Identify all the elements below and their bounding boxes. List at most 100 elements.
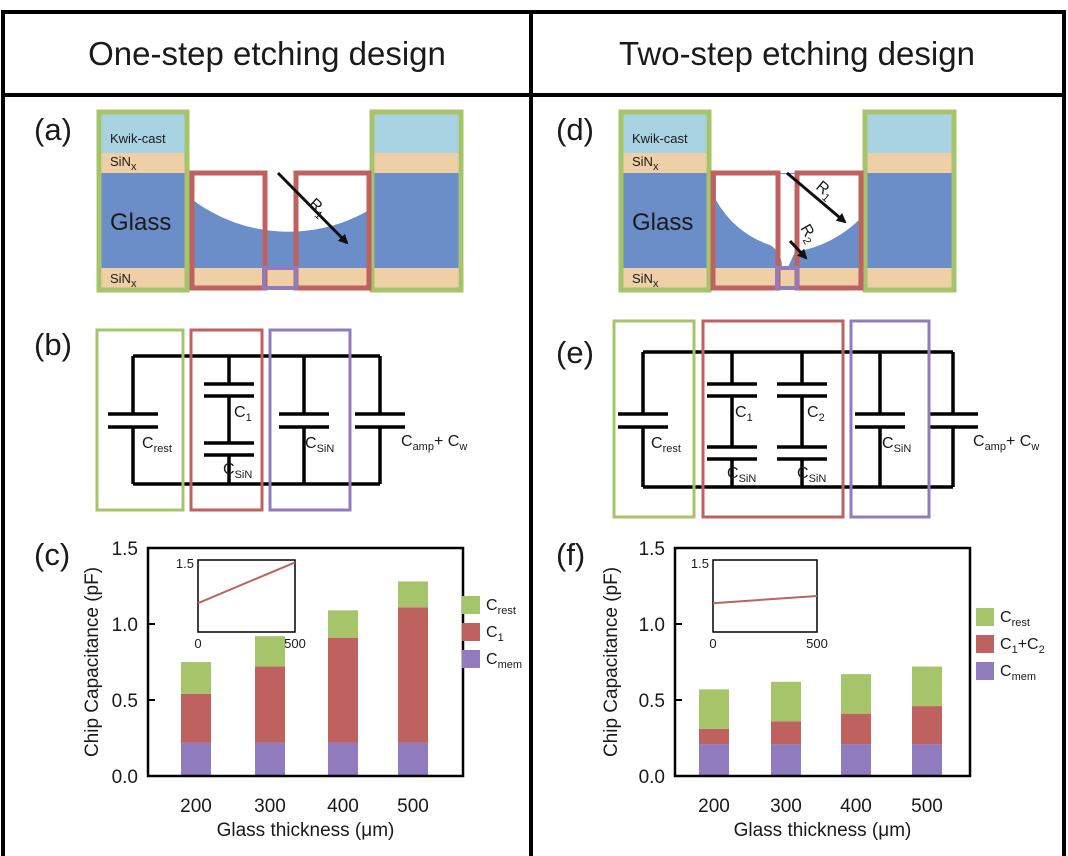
bar-segment xyxy=(181,742,211,776)
y-tick-label: 1.5 xyxy=(112,539,138,560)
radius-arrow-r1 xyxy=(786,171,847,224)
circuit-e xyxy=(612,319,978,519)
sin-layer-bottom xyxy=(99,268,369,288)
inset-x-tick-label: 0 xyxy=(709,636,716,651)
bar-segment xyxy=(699,728,729,745)
legend-swatch xyxy=(976,635,994,653)
label-sin-bottom: SiNx xyxy=(632,271,659,290)
plot-frame xyxy=(673,546,972,778)
bar-segment xyxy=(912,706,942,745)
x-tick-label: 500 xyxy=(911,796,943,817)
panel-label-e: (e) xyxy=(556,335,594,370)
y-axis-label: Chip Capacitance (pF) xyxy=(82,567,103,757)
kwikcast-layer-left xyxy=(621,113,709,153)
bar-segment xyxy=(328,610,358,638)
label-c-sin: CSiN xyxy=(882,435,911,455)
y-tick-label: 0.0 xyxy=(639,767,665,788)
sin-layer-top-right xyxy=(374,153,460,173)
bar-segment xyxy=(398,581,428,608)
label-sin-top: SiNx xyxy=(110,154,137,173)
bar-segment xyxy=(255,742,285,776)
inset-y-tick-label: 1.5 xyxy=(176,556,194,571)
y-tick-label: 0.0 xyxy=(112,767,138,788)
label-c2: C2 xyxy=(807,404,825,424)
x-tick-label: 300 xyxy=(254,796,286,817)
bar-segment xyxy=(841,674,871,714)
legend-label: Crest xyxy=(486,597,516,617)
bar-segment xyxy=(841,744,871,776)
c12-region-box-left xyxy=(710,170,781,291)
bar-segment xyxy=(398,607,428,743)
label-glass: Glass xyxy=(110,209,171,236)
x-tick-label: 500 xyxy=(397,796,429,817)
bar-segment xyxy=(181,693,211,743)
panel-label-c: (c) xyxy=(34,537,70,572)
legend-swatch xyxy=(462,596,480,614)
x-axis-label: Glass thickness (μm) xyxy=(217,820,395,841)
bar-segment xyxy=(841,713,871,745)
sin-layer-bottom-right xyxy=(866,268,952,288)
bar-segment xyxy=(771,721,801,745)
radius-arrow-r2 xyxy=(788,239,808,260)
legend-swatch xyxy=(976,608,994,626)
outer-frame xyxy=(1,10,1066,856)
legend-swatch xyxy=(462,650,480,668)
label-glass: Glass xyxy=(632,209,693,236)
rest-group-box xyxy=(95,328,185,512)
rest-region-box-right xyxy=(862,109,957,293)
panel-label-a: (a) xyxy=(34,112,72,147)
rest-region-box-left xyxy=(618,109,712,293)
header-right: Two-step etching design xyxy=(619,35,975,72)
kwikcast-layer-right xyxy=(866,113,952,153)
c1-region-box-right xyxy=(293,170,372,291)
label-c-amp: Camp+ Cw xyxy=(401,433,467,453)
y-tick-label: 0.5 xyxy=(639,691,665,712)
label-c1: C1 xyxy=(234,404,252,424)
label-kwikcast: Kwik-cast xyxy=(110,131,166,146)
inset-line xyxy=(712,595,818,605)
inset-x-tick-label: 500 xyxy=(284,636,306,651)
label-c-rest: Crest xyxy=(651,435,681,455)
legend-label: Cmem xyxy=(486,651,522,671)
cross-section-a: R1 Kwik-cast SiNx Glass SiNx xyxy=(96,109,464,293)
rest-region-box-right xyxy=(369,109,464,293)
chart-c: 200 300 400 500 0.0 0.5 1.0 1.5 Glass thickness … xyxy=(82,539,522,841)
label-c-sin: CSiN xyxy=(305,435,334,455)
legend-swatch xyxy=(462,623,480,641)
membrane-group-box xyxy=(849,319,931,519)
bar-segment xyxy=(181,662,211,694)
bar-segment xyxy=(912,666,942,707)
panel-label-f: (f) xyxy=(556,537,585,572)
legend-swatch xyxy=(976,662,994,680)
header-left: One-step etching design xyxy=(88,35,446,72)
cross-section-d: R1 R2 Kwik-cast SiNx Glass SiNx xyxy=(618,109,957,293)
x-tick-label: 200 xyxy=(698,796,730,817)
glass-layer-right xyxy=(374,173,460,268)
bar-segment xyxy=(328,742,358,776)
kwikcast-layer-right xyxy=(374,113,460,153)
inset-x-tick-label: 500 xyxy=(806,636,828,651)
sin-layer-top-left xyxy=(99,153,187,173)
label-c-amp: Camp+ Cw xyxy=(973,433,1039,453)
label-c-sin-series-2: CSiN xyxy=(797,465,826,485)
panel-label-d: (d) xyxy=(556,112,594,147)
kwikcast-layer-left xyxy=(99,113,187,153)
y-tick-label: 1.5 xyxy=(639,539,665,560)
panel-label-b: (b) xyxy=(34,327,72,362)
bar-segment xyxy=(328,637,358,743)
inset-x-tick-label: 0 xyxy=(194,636,201,651)
membrane-region-box xyxy=(262,266,298,290)
sin-layer-bottom xyxy=(621,268,861,288)
c12-region-box-right xyxy=(794,170,864,291)
c12-group-box xyxy=(701,319,845,519)
membrane-region-box xyxy=(775,266,799,290)
y-axis-label: Chip Capacitance (pF) xyxy=(601,567,622,757)
inset-frame xyxy=(712,559,818,633)
sin-layer-top-left xyxy=(621,153,709,173)
x-axis-label: Glass thickness (μm) xyxy=(734,820,912,841)
label-c-sin-series-1: CSiN xyxy=(727,465,756,485)
bar-segment xyxy=(255,666,285,743)
bar-segment xyxy=(771,744,801,776)
bar-segment xyxy=(699,689,729,729)
